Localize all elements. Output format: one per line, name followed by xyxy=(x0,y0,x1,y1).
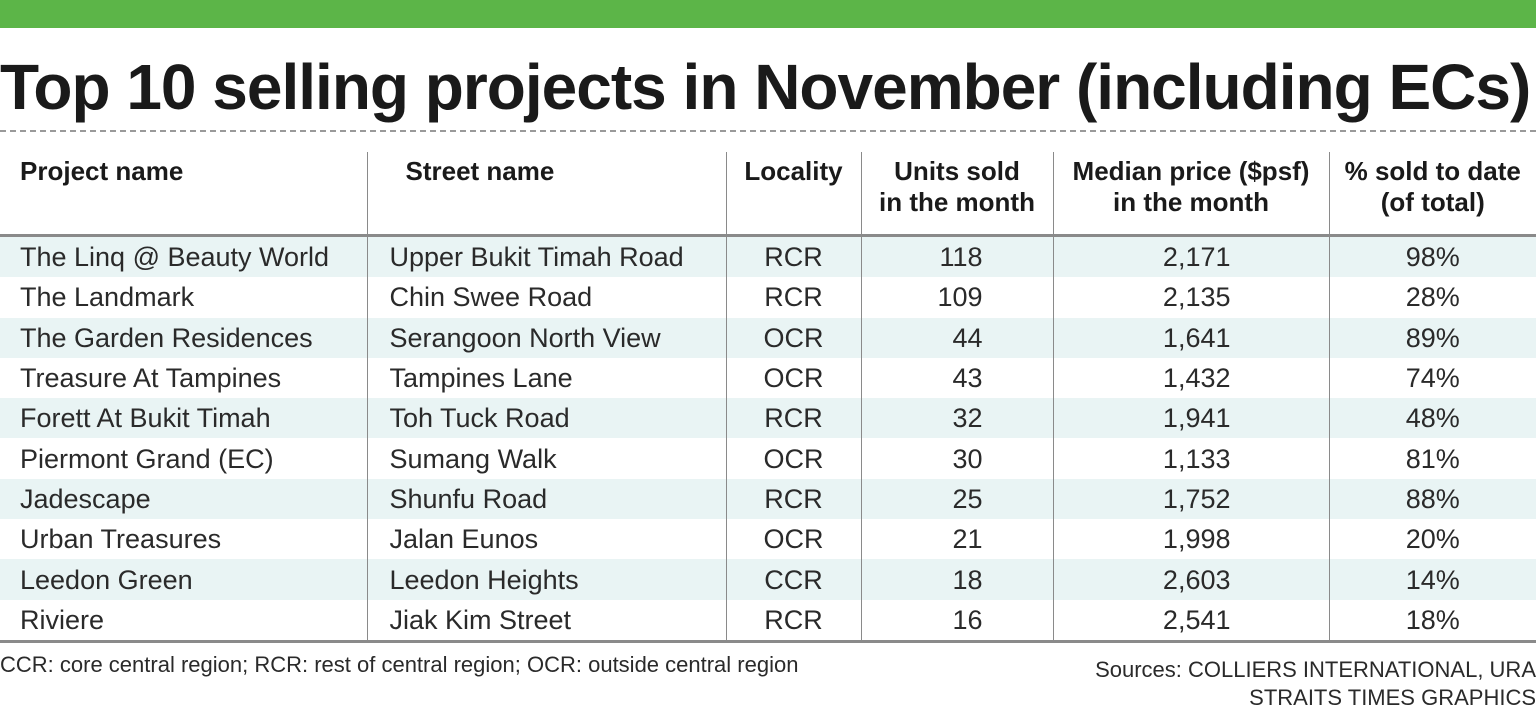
table-header-row: Project name Street name Locality Units … xyxy=(0,152,1536,237)
cell-units-sold: 44 xyxy=(860,317,1053,358)
table-row: Leedon Green Leedon Heights CCR 18 2,603 14% xyxy=(0,559,1536,600)
header-percent-sold: % sold to date (of total) xyxy=(1328,152,1536,237)
cell-units-sold: 18 xyxy=(860,559,1053,600)
cell-street-name: Upper Bukit Timah Road xyxy=(366,235,726,278)
table-row: Forett At Bukit Timah Toh Tuck Road RCR 32 1… xyxy=(0,398,1536,439)
cell-median-price: 1,133 xyxy=(1052,438,1329,479)
cell-percent-sold: 28% xyxy=(1328,277,1536,318)
table-row: Piermont Grand (EC) Sumang Walk OCR 30 1,133… xyxy=(0,438,1536,479)
cell-project-name: Treasure At Tampines xyxy=(20,363,282,394)
cell-street-name: Toh Tuck Road xyxy=(366,398,726,439)
header-median-price: Median price ($psf) in the month xyxy=(1052,152,1329,237)
table-row: Urban Treasures Jalan Eunos OCR 21 1,998 20% xyxy=(0,519,1536,560)
table-row: The Garden Residences Serangoon North Vie… xyxy=(0,317,1536,358)
header-street-name: Street name xyxy=(366,152,726,237)
cell-locality: RCR xyxy=(725,277,861,318)
cell-median-price: 2,603 xyxy=(1052,559,1329,600)
cell-percent-sold: 20% xyxy=(1328,519,1536,560)
cell-percent-sold: 98% xyxy=(1328,235,1536,278)
cell-units-sold: 25 xyxy=(860,478,1053,520)
cell-median-price: 1,432 xyxy=(1052,357,1329,399)
cell-median-price: 1,998 xyxy=(1052,519,1329,560)
cell-units-sold: 16 xyxy=(860,599,1053,643)
cell-units-sold: 118 xyxy=(860,235,1053,278)
cell-project-name: The Landmark xyxy=(20,282,195,313)
cell-project-name: Jadescape xyxy=(0,478,367,520)
cell-street-name: Jiak Kim Street xyxy=(366,599,726,643)
header-units-sold: Units sold in the month xyxy=(860,152,1053,237)
cell-percent-sold: 48% xyxy=(1328,398,1536,439)
page-title: Top 10 selling projects in November (inc… xyxy=(0,51,1531,123)
cell-percent-sold: 88% xyxy=(1328,478,1536,520)
cell-locality: RCR xyxy=(725,235,861,278)
cell-locality: OCR xyxy=(725,317,861,358)
cell-units-sold: 32 xyxy=(860,398,1053,439)
cell-locality: OCR xyxy=(725,357,861,399)
title-divider xyxy=(0,130,1536,132)
cell-project-name: Riviere xyxy=(0,599,367,643)
region-legend-note: CCR: core central region; RCR: rest of c… xyxy=(0,652,799,677)
cell-percent-sold: 74% xyxy=(1328,357,1536,399)
cell-street-name: Serangoon North View xyxy=(366,317,726,358)
cell-project-name: Forett At Bukit Timah xyxy=(0,398,367,439)
cell-median-price: 1,941 xyxy=(1052,398,1329,439)
cell-units-sold: 21 xyxy=(860,519,1053,560)
cell-median-price: 1,641 xyxy=(1052,317,1329,358)
cell-percent-sold: 18% xyxy=(1328,599,1536,643)
graphics-credit: STRAITS TIMES GRAPHICS xyxy=(1249,685,1536,710)
cell-units-sold: 30 xyxy=(860,438,1053,479)
cell-street-name: Leedon Heights xyxy=(366,559,726,600)
cell-percent-sold: 81% xyxy=(1328,438,1536,479)
cell-street-name: Jalan Eunos xyxy=(366,519,726,560)
cell-median-price: 1,752 xyxy=(1052,478,1329,520)
sources-line: Sources: COLLIERS INTERNATIONAL, URA xyxy=(1095,657,1536,682)
cell-median-price: 2,171 xyxy=(1052,235,1329,278)
projects-table: Project name Street name Locality Units … xyxy=(0,152,1536,643)
table-row: The Linq @ Beauty World Upper Bukit Timah… xyxy=(0,235,1536,278)
cell-percent-sold: 89% xyxy=(1328,317,1536,358)
cell-locality: RCR xyxy=(725,478,861,520)
cell-locality: RCR xyxy=(725,398,861,439)
cell-percent-sold: 14% xyxy=(1328,559,1536,600)
cell-units-sold: 109 xyxy=(860,277,1053,318)
header-locality: Locality xyxy=(725,152,861,237)
cell-street-name: Shunfu Road xyxy=(366,478,726,520)
cell-project-name: The Garden Residences xyxy=(0,317,367,358)
cell-project-name: Piermont Grand (EC) xyxy=(20,443,274,474)
cell-street-name: Chin Swee Road xyxy=(366,277,726,318)
cell-locality: RCR xyxy=(725,599,861,643)
table-row: Riviere Jiak Kim Street RCR 16 2,541 18% xyxy=(0,599,1536,643)
header-project-name: Project name xyxy=(0,152,367,237)
cell-locality: OCR xyxy=(725,438,861,479)
cell-median-price: 2,135 xyxy=(1052,277,1329,318)
table-row: The Landmark Chin Swee Road RCR 109 2,135 28% xyxy=(0,277,1536,318)
cell-locality: OCR xyxy=(725,519,861,560)
cell-street-name: Sumang Walk xyxy=(366,438,726,479)
cell-median-price: 2,541 xyxy=(1052,599,1329,643)
cell-project-name: Leedon Green xyxy=(0,559,367,600)
cell-street-name: Tampines Lane xyxy=(366,357,726,399)
table-row: Jadescape Shunfu Road RCR 25 1,752 88% xyxy=(0,478,1536,520)
table-row: Treasure At Tampines Tampines Lane OCR 43 1,… xyxy=(0,357,1536,399)
cell-project-name: The Linq @ Beauty World xyxy=(0,235,367,278)
cell-project-name: Urban Treasures xyxy=(20,524,222,555)
cell-units-sold: 43 xyxy=(860,357,1053,399)
source-credits: Sources: COLLIERS INTERNATIONAL, URA STR… xyxy=(1095,656,1536,712)
cell-locality: CCR xyxy=(725,559,861,600)
accent-bar xyxy=(0,0,1536,28)
